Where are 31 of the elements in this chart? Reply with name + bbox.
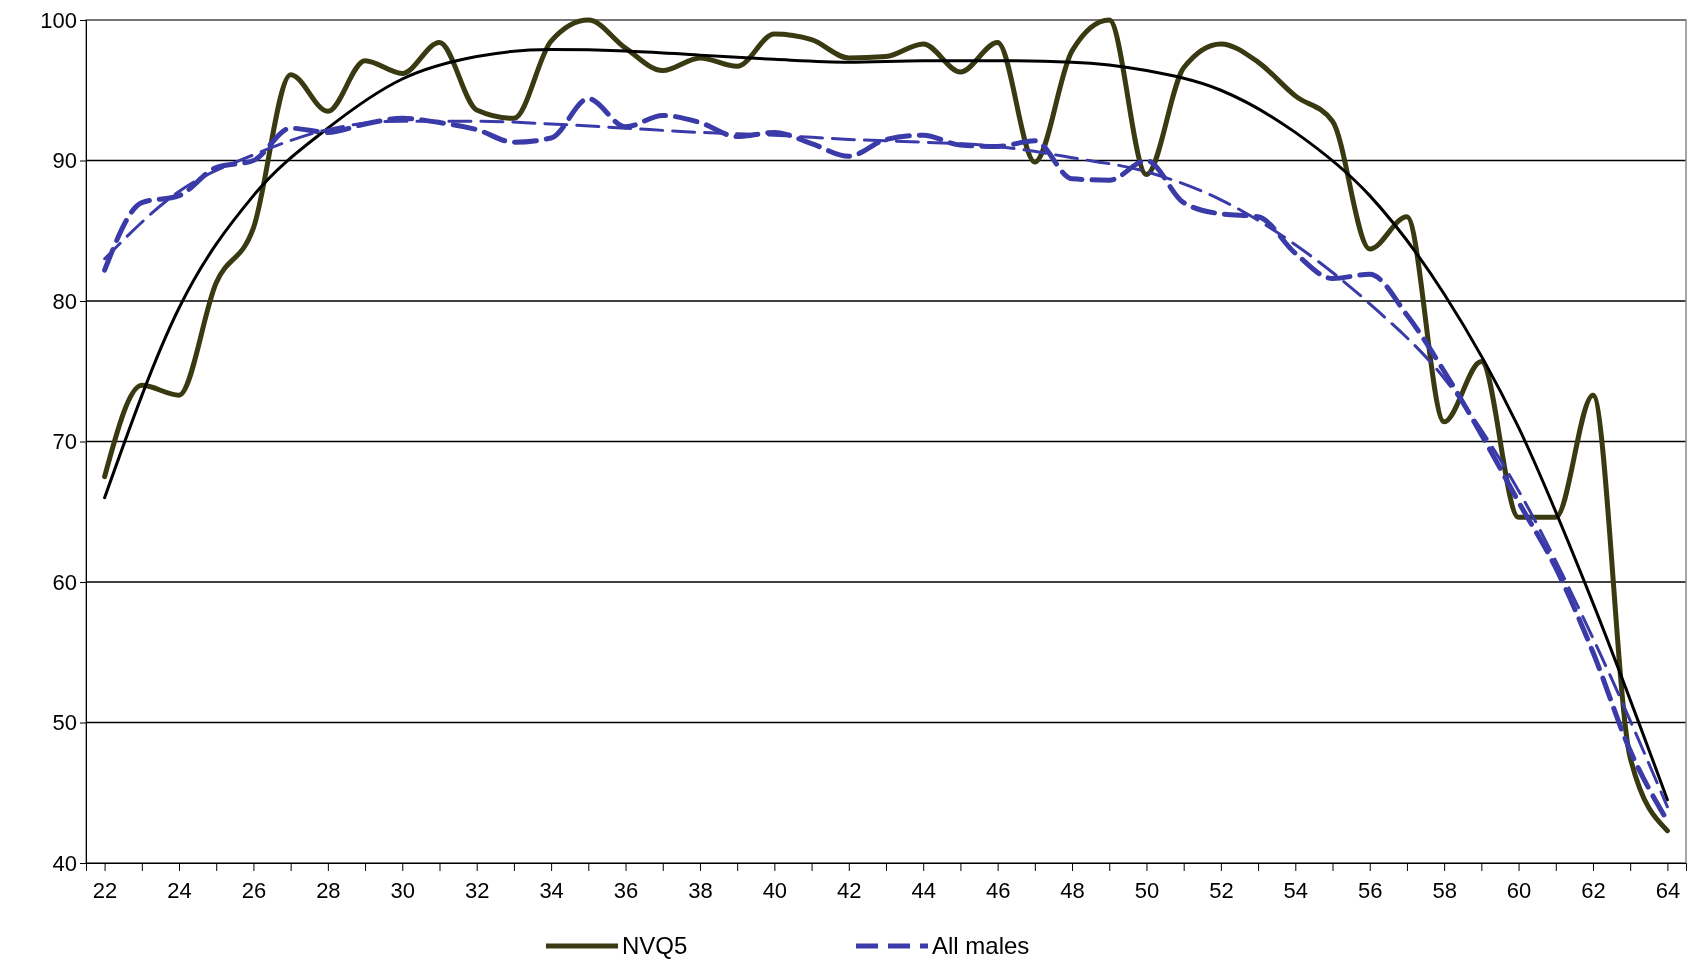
x-tick-label: 52 [1209,878,1234,904]
x-tick-label: 22 [92,878,118,904]
x-tick-label: 40 [762,878,788,904]
x-tick-label: 26 [241,878,267,904]
x-tick-label: 34 [539,878,564,904]
x-tick-label: 48 [1060,878,1085,904]
x-tick-label: 42 [837,878,862,904]
x-tick-label: 50 [1134,878,1160,904]
x-tick-label: 24 [167,878,192,904]
y-tick-label: 80 [52,288,77,314]
x-tick-label: 54 [1283,878,1309,904]
y-tick-label: 60 [52,569,77,595]
x-tick-label: 38 [688,878,713,904]
x-tick-label: 36 [613,878,639,904]
x-tick-label: 64 [1655,878,1681,904]
x-tick-label: 62 [1581,878,1606,904]
y-tick-label: 90 [52,148,77,174]
y-tick-label: 70 [52,429,77,455]
x-tick-label: 30 [390,878,416,904]
x-tick-label: 60 [1506,878,1532,904]
legend-label: NVQ5 [622,932,688,959]
x-tick-label: 56 [1357,878,1383,904]
x-tick-label: 28 [316,878,341,904]
y-tick-label: 50 [52,710,77,736]
x-tick-label: 44 [911,878,936,904]
legend-label: All males [932,932,1030,959]
x-tick-label: 32 [464,878,490,904]
x-tick-label: 58 [1432,878,1457,904]
y-tick-label: 40 [52,850,77,876]
y-tick-label: 100 [40,7,77,33]
x-tick-label: 46 [985,878,1011,904]
